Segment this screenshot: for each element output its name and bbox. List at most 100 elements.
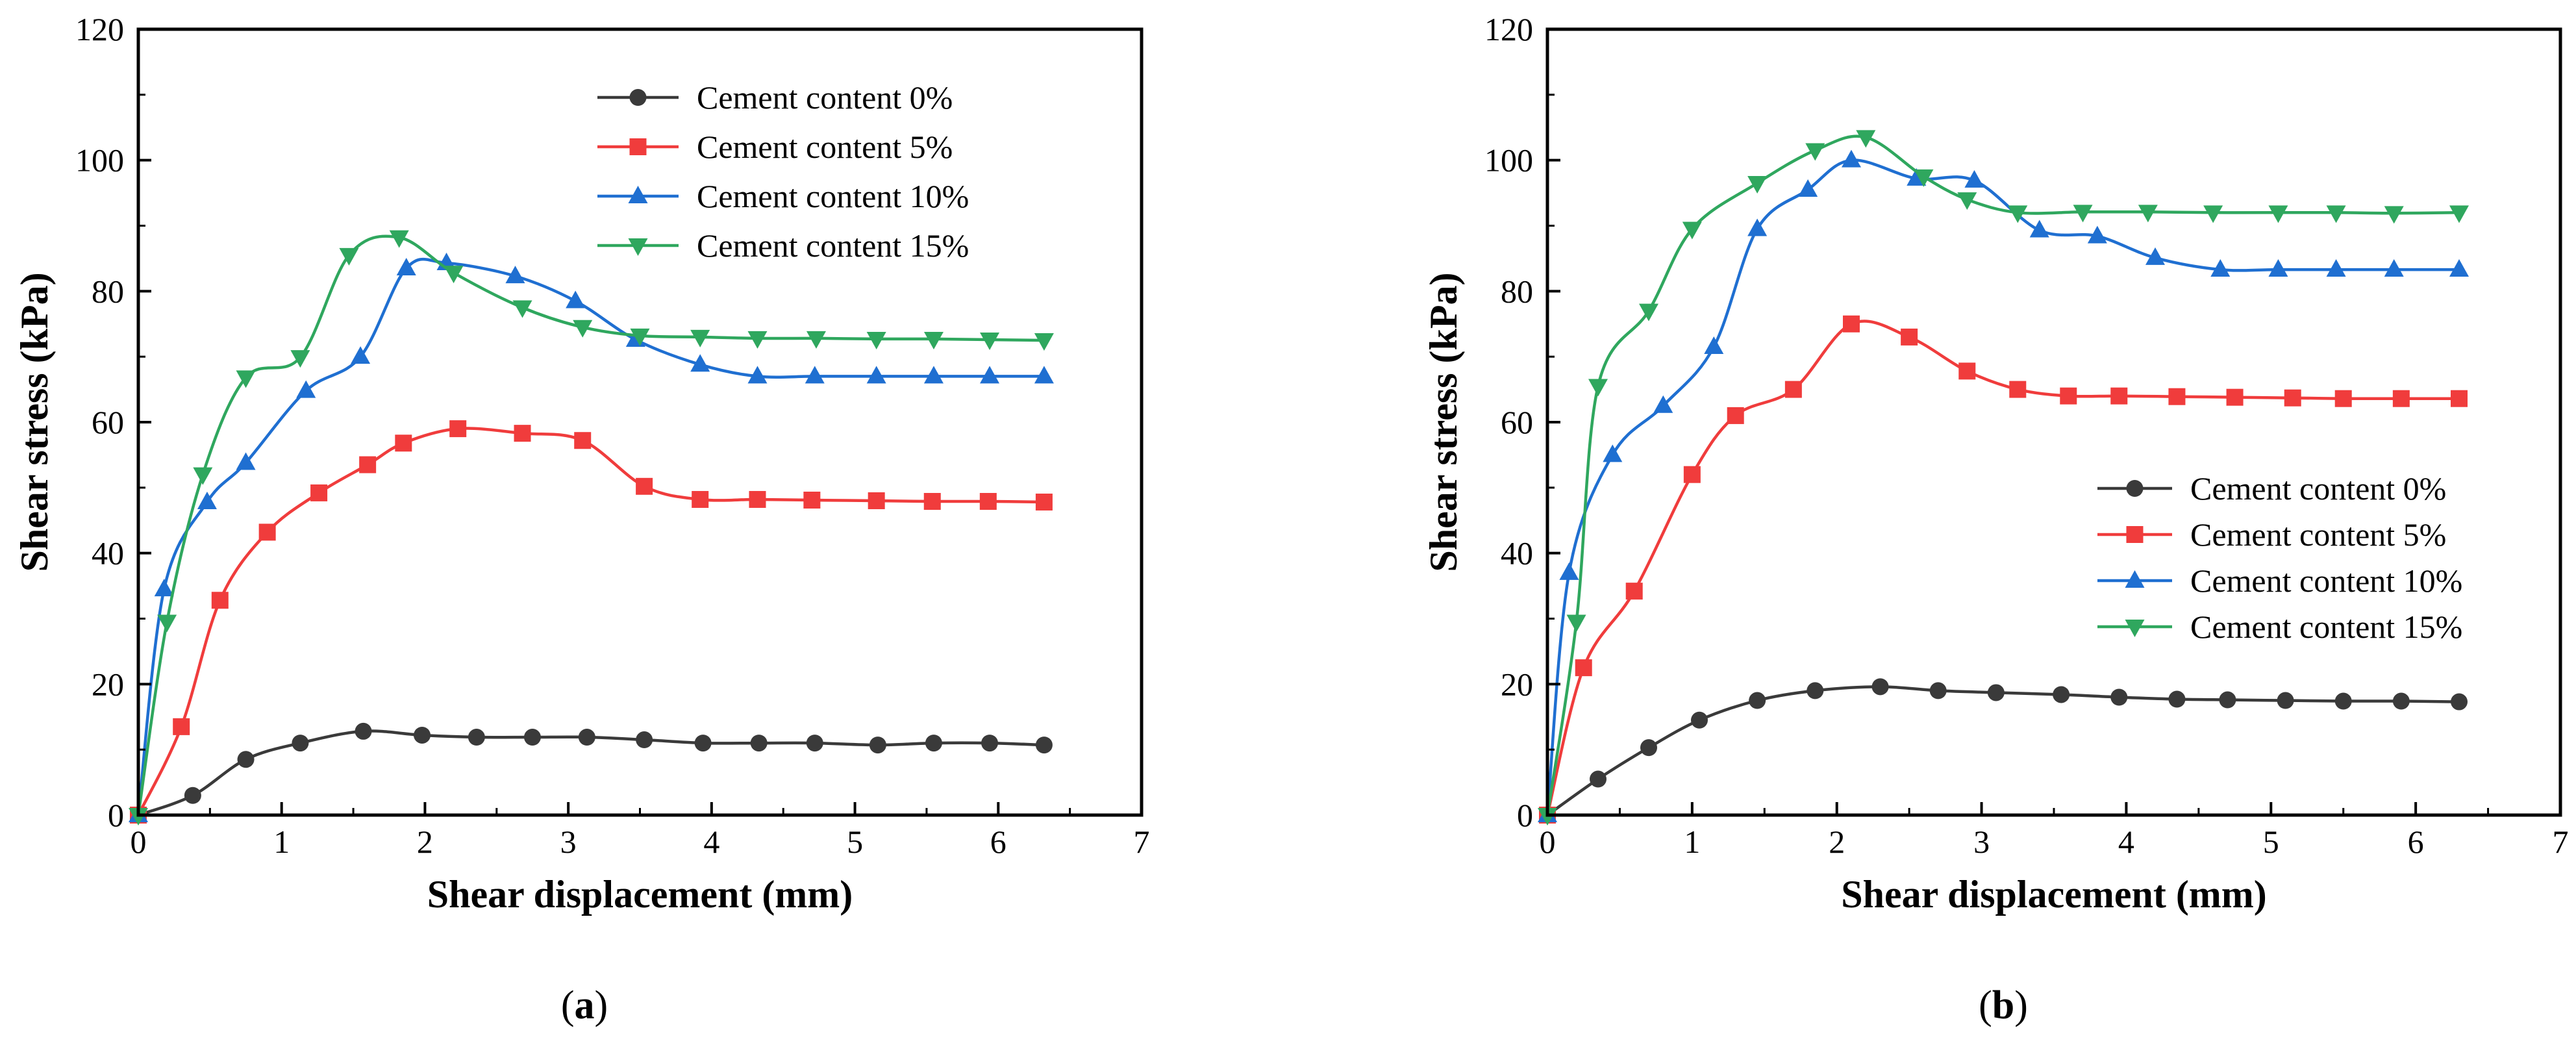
- data-point: [523, 729, 541, 746]
- data-point: [2326, 259, 2346, 277]
- data-point: [512, 300, 532, 318]
- data-point: [197, 492, 217, 510]
- x-tick-label: 3: [1973, 824, 1990, 860]
- data-point: [981, 735, 999, 752]
- data-point: [157, 614, 177, 633]
- data-point: [2392, 692, 2410, 710]
- legend-label: Cement content 10%: [2190, 562, 2462, 599]
- data-point: [805, 366, 825, 384]
- data-point: [2203, 205, 2223, 223]
- data-point: [1747, 218, 1768, 236]
- y-axis-title: Shear stress (kPa): [1422, 272, 1465, 572]
- data-point: [2168, 690, 2186, 708]
- data-point: [806, 331, 826, 349]
- x-axis-title: Shear displacement (mm): [1841, 873, 2267, 916]
- data-point: [1957, 192, 1977, 210]
- data-point: [690, 329, 710, 347]
- data-point: [1843, 315, 1860, 333]
- data-point: [1871, 678, 1889, 696]
- data-point: [2392, 390, 2410, 407]
- data-point: [339, 247, 359, 266]
- data-point: [806, 735, 823, 752]
- data-point: [2384, 259, 2404, 277]
- data-point: [1035, 737, 1053, 754]
- data-point: [2110, 387, 2128, 405]
- data-point: [1842, 149, 1861, 168]
- data-point: [236, 452, 256, 470]
- data-point: [869, 737, 886, 754]
- x-tick-label: 6: [990, 824, 1007, 860]
- data-point: [414, 726, 431, 744]
- series-line: [1546, 685, 2460, 816]
- data-point: [636, 477, 653, 495]
- x-tick-label: 0: [1540, 824, 1556, 860]
- series-2: [1539, 315, 2468, 824]
- legend-label: Cement content 0%: [697, 79, 953, 116]
- data-point: [2073, 205, 2093, 223]
- legend-marker: [628, 186, 648, 203]
- data-point: [396, 258, 416, 276]
- data-point: [690, 354, 710, 372]
- data-point: [310, 484, 328, 501]
- x-tick-label: 7: [1134, 824, 1150, 860]
- x-tick-label: 0: [131, 824, 147, 860]
- x-tick-label: 4: [703, 824, 719, 860]
- y-tick-label: 0: [1517, 797, 1533, 833]
- data-point: [1964, 170, 1984, 188]
- y-tick-label: 80: [1501, 273, 1533, 309]
- data-point: [468, 729, 485, 746]
- data-point: [2384, 206, 2404, 224]
- data-point: [258, 523, 276, 541]
- data-point: [2219, 691, 2236, 709]
- data-point: [193, 467, 213, 485]
- data-point: [290, 350, 310, 368]
- data-point: [979, 493, 997, 510]
- data-point: [923, 493, 941, 510]
- y-tick-label: 80: [92, 273, 124, 309]
- data-point: [1683, 466, 1701, 483]
- data-point: [154, 579, 174, 597]
- data-point: [296, 380, 316, 398]
- legend-marker: [629, 138, 647, 155]
- data-point: [2284, 389, 2301, 407]
- legend-label: Cement content 10%: [697, 178, 969, 214]
- data-point: [2145, 247, 2165, 265]
- data-point: [2334, 692, 2352, 710]
- data-point: [236, 370, 256, 388]
- x-tick-label: 5: [847, 824, 863, 860]
- data-point: [2277, 692, 2294, 709]
- data-point: [1987, 684, 2005, 701]
- data-point: [173, 718, 190, 735]
- data-point: [389, 230, 409, 248]
- data-point: [2226, 388, 2244, 406]
- data-point: [636, 731, 653, 749]
- y-tick-label: 100: [75, 142, 124, 179]
- series-1: [130, 722, 1053, 824]
- data-point: [1639, 303, 1658, 321]
- data-point: [1901, 328, 1918, 346]
- legend-marker: [629, 89, 647, 106]
- series-2: [130, 420, 1053, 824]
- data-point: [1807, 682, 1824, 699]
- data-point: [803, 491, 821, 509]
- data-point: [514, 425, 531, 442]
- x-tick-label: 3: [560, 824, 577, 860]
- data-point: [2060, 387, 2077, 405]
- data-point: [1588, 379, 1608, 397]
- data-point: [449, 420, 467, 438]
- data-point: [747, 366, 768, 384]
- data-point: [211, 592, 229, 609]
- data-point: [2008, 205, 2028, 223]
- legend-marker: [2126, 480, 2144, 497]
- legend: Cement content 0% Cement content 5% Cement…: [597, 79, 969, 264]
- data-point: [2168, 388, 2186, 405]
- series-4: [1538, 130, 2469, 825]
- x-axis-title: Shear displacement (mm): [427, 873, 853, 916]
- legend-label: Cement content 5%: [697, 129, 953, 165]
- data-point: [866, 366, 886, 384]
- x-tick-label: 2: [1829, 824, 1845, 860]
- data-point: [2210, 259, 2231, 277]
- data-point: [1559, 562, 1579, 580]
- data-point: [1034, 366, 1054, 384]
